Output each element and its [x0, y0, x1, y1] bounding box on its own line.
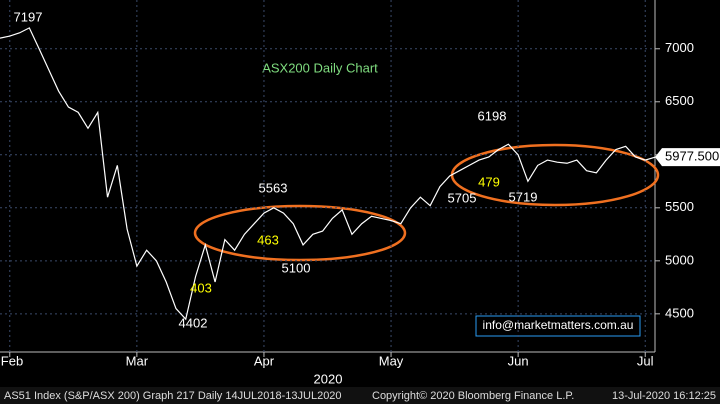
- annotation: 5100: [282, 260, 311, 275]
- y-tick-label: 7000: [665, 40, 694, 55]
- highlight-ellipse: [193, 204, 407, 262]
- footer-bar: [0, 387, 720, 404]
- x-tick-label: Jul: [637, 353, 654, 368]
- last-price-label: 5977.500: [665, 149, 719, 164]
- last-price-box: [655, 148, 720, 167]
- annotation: 6198: [478, 108, 507, 123]
- annotation: 403: [190, 280, 212, 295]
- annotation: 5719: [509, 189, 538, 204]
- x-tick-label: Feb: [1, 353, 23, 368]
- footer-right: 13-Jul-2020 16:12:25: [612, 390, 716, 402]
- annotation: 4402: [179, 315, 208, 330]
- y-tick-label: 5000: [665, 252, 694, 267]
- annotation: 5705: [448, 190, 477, 205]
- x-tick-label: Apr: [254, 353, 275, 368]
- source-box: [475, 315, 641, 337]
- footer-middle: Copyright© 2020 Bloomberg Finance L.P.: [372, 390, 574, 402]
- price-line: [0, 27, 656, 321]
- y-tick-label: 5500: [665, 199, 694, 214]
- x-tick-label: Mar: [126, 353, 149, 368]
- annotation: 5563: [259, 180, 288, 195]
- x-axis-label: 2020: [314, 371, 343, 386]
- annotation: 7197: [14, 9, 43, 24]
- y-tick-label: 6500: [665, 93, 694, 108]
- y-tick-label: 4500: [665, 305, 694, 320]
- source: info@marketmatters.com.au: [483, 318, 634, 332]
- annotation: 479: [478, 174, 500, 189]
- footer-left: AS51 Index (S&P/ASX 200) Graph 217 Daily…: [4, 390, 342, 402]
- x-tick-label: May: [379, 353, 404, 368]
- annotation: 463: [257, 232, 279, 247]
- x-tick-label: Jun: [508, 353, 529, 368]
- chart-title: ASX200 Daily Chart: [262, 60, 378, 75]
